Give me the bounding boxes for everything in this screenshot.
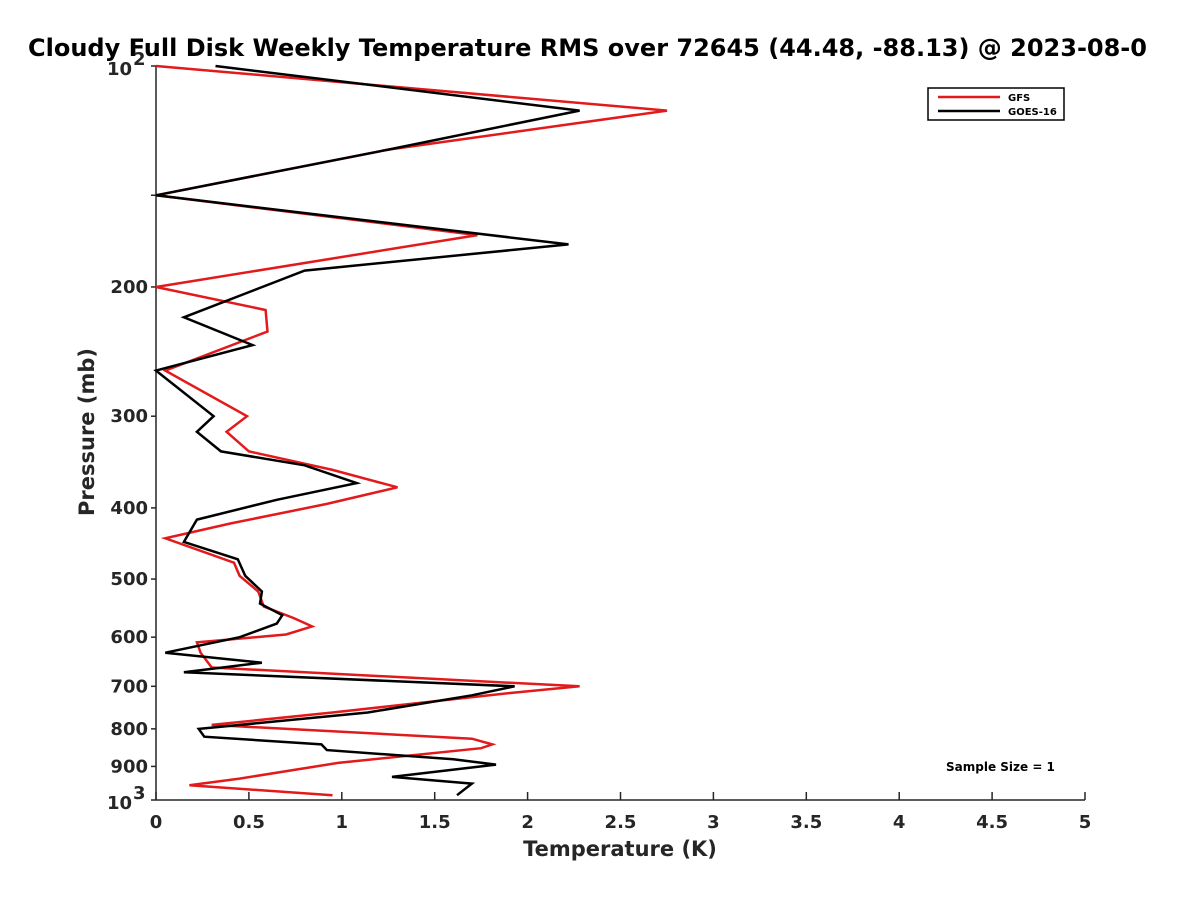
x-axis-label: Temperature (K) (523, 837, 717, 861)
y-tick-label: 200 (110, 277, 148, 298)
y-tick-exponent: 2 (133, 49, 146, 70)
series-layer (153, 64, 668, 797)
x-tick-label: 5 (1079, 812, 1092, 833)
y-axis-label: Pressure (mb) (75, 348, 99, 516)
x-tick-label: 3.5 (790, 812, 822, 833)
x-tick-label: 1 (336, 812, 349, 833)
x-tick-label: 1.5 (419, 812, 451, 833)
legend-label: GFS (1008, 93, 1030, 104)
y-tick-label: 600 (110, 627, 148, 648)
y-tick-label: 400 (110, 498, 148, 519)
y-tick-exponent: 3 (133, 783, 146, 804)
y-tick-label: 800 (110, 719, 148, 740)
plot-area (155, 66, 1085, 801)
x-tick-label: 0 (150, 812, 163, 833)
y-tick-label: 10 (107, 59, 132, 80)
y-tick-label: 10 (107, 793, 132, 814)
sample-size-annotation: Sample Size = 1 (946, 760, 1055, 774)
legend-box (927, 87, 1065, 121)
y-tick-label: 700 (110, 676, 148, 697)
y-tick-label: 900 (110, 756, 148, 777)
y-tick-label: 300 (110, 406, 148, 427)
x-tick-label: 3 (707, 812, 720, 833)
legend-label: GOES-16 (1008, 107, 1057, 118)
y-tick-label: 500 (110, 569, 148, 590)
chart-title: Cloudy Full Disk Weekly Temperature RMS … (28, 34, 1147, 62)
series-line-goes-16 (153, 64, 580, 797)
x-tick-label: 4.5 (976, 812, 1008, 833)
x-tick-label: 0.5 (233, 812, 265, 833)
x-tick-label: 2.5 (605, 812, 637, 833)
series-line-gfs (155, 64, 668, 797)
legend: GFS GOES-16 (927, 87, 1065, 121)
x-tick-label: 4 (893, 812, 906, 833)
axis-ticks: 0 0.5 1 1.5 2 2.5 3 3.5 4 4.5 510 22003004005006007… (107, 49, 1091, 833)
x-tick-label: 2 (521, 812, 534, 833)
